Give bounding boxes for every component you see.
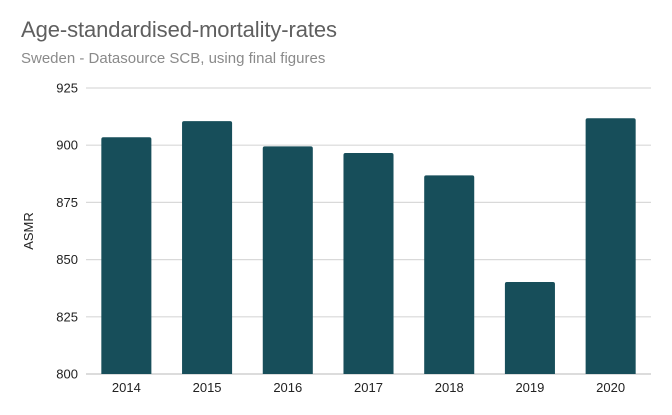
- x-tick-label: 2019: [515, 380, 544, 395]
- y-tick-label: 875: [56, 195, 78, 210]
- y-axis-label: ASMR: [21, 212, 36, 250]
- bar-2017: [343, 152, 394, 374]
- x-tick-label: 2020: [596, 380, 625, 395]
- bar-2019: [504, 282, 555, 374]
- x-tick-label: 2016: [273, 380, 302, 395]
- y-axis-ticks: 800 825 850 875 900 925: [56, 81, 78, 382]
- bar-2020: [585, 118, 636, 374]
- bar-2018: [424, 175, 475, 374]
- y-tick-label: 825: [56, 309, 78, 324]
- y-tick-label: 925: [56, 81, 78, 96]
- x-tick-label: 2015: [193, 380, 222, 395]
- y-tick-label: 850: [56, 252, 78, 267]
- bar-2016: [262, 146, 313, 374]
- x-tick-label: 2018: [435, 380, 464, 395]
- x-axis-ticks: 2014 2015 2016 2017 2018 2019 2020: [112, 380, 625, 395]
- chart-subtitle: Sweden - Datasource SCB, using final fig…: [21, 50, 326, 67]
- y-tick-label: 900: [56, 138, 78, 153]
- chart-title: Age-standardised-mortality-rates: [21, 17, 337, 42]
- x-tick-label: 2017: [354, 380, 383, 395]
- bars: [101, 118, 636, 375]
- y-tick-label: 800: [56, 367, 78, 382]
- bar-2014: [101, 137, 152, 374]
- bar-2015: [182, 121, 233, 375]
- x-tick-label: 2014: [112, 380, 141, 395]
